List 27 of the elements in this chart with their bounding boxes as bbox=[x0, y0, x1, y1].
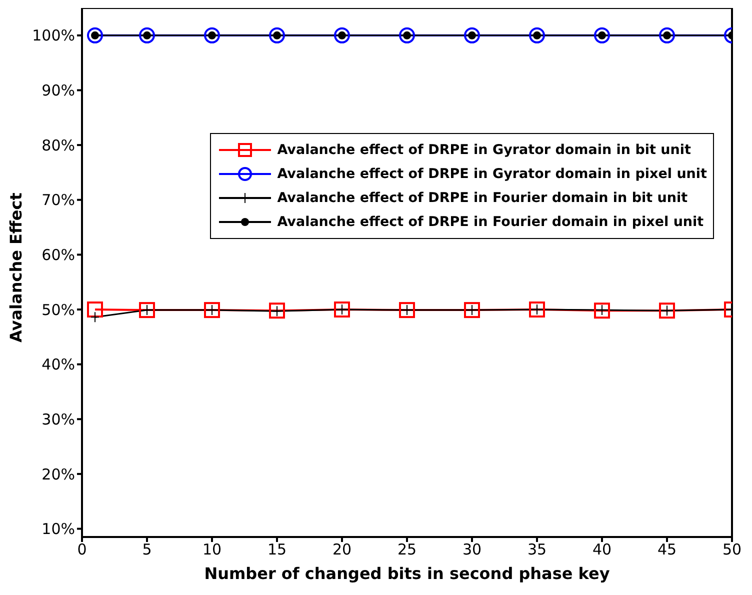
x-tick-label: 50 bbox=[722, 540, 742, 559]
y-axis-title: Avalanche Effect bbox=[6, 192, 26, 342]
legend-label: Avalanche effect of DRPE in Fourier domain in pixel unit bbox=[277, 214, 704, 230]
y-tick-label: 50% bbox=[42, 300, 75, 319]
x-tick-label: 0 bbox=[77, 540, 87, 559]
x-tick-label: 40 bbox=[592, 540, 612, 559]
legend-label: Avalanche effect of DRPE in Gyrator domain in pixel unit bbox=[277, 166, 707, 182]
x-axis-title: Number of changed bits in second phase key bbox=[204, 564, 610, 583]
x-tick-label: 25 bbox=[397, 540, 417, 559]
y-tick-label: 10% bbox=[42, 520, 75, 538]
y-tick-label: 100% bbox=[32, 26, 75, 45]
legend-label: Avalanche effect of DRPE in Gyrator domain in bit unit bbox=[277, 142, 691, 158]
y-tick-label: 30% bbox=[42, 410, 75, 428]
x-tick-label: 20 bbox=[332, 540, 352, 559]
x-tick-label: 45 bbox=[657, 540, 677, 559]
y-tick-label: 80% bbox=[42, 136, 75, 154]
y-tick-label: 20% bbox=[42, 465, 75, 484]
y-tick-label: 60% bbox=[42, 246, 75, 264]
x-tick-label: 15 bbox=[267, 540, 287, 559]
x-tick-label: 10 bbox=[202, 540, 222, 559]
x-tick-label: 30 bbox=[462, 540, 482, 559]
y-tick-label: 90% bbox=[42, 82, 75, 100]
legend-label: Avalanche effect of DRPE in Fourier domain in bit unit bbox=[277, 190, 688, 206]
x-tick-label: 5 bbox=[142, 540, 152, 559]
x-tick-label: 35 bbox=[527, 540, 547, 559]
y-tick-label: 40% bbox=[42, 356, 75, 374]
y-tick-label: 70% bbox=[42, 191, 75, 210]
